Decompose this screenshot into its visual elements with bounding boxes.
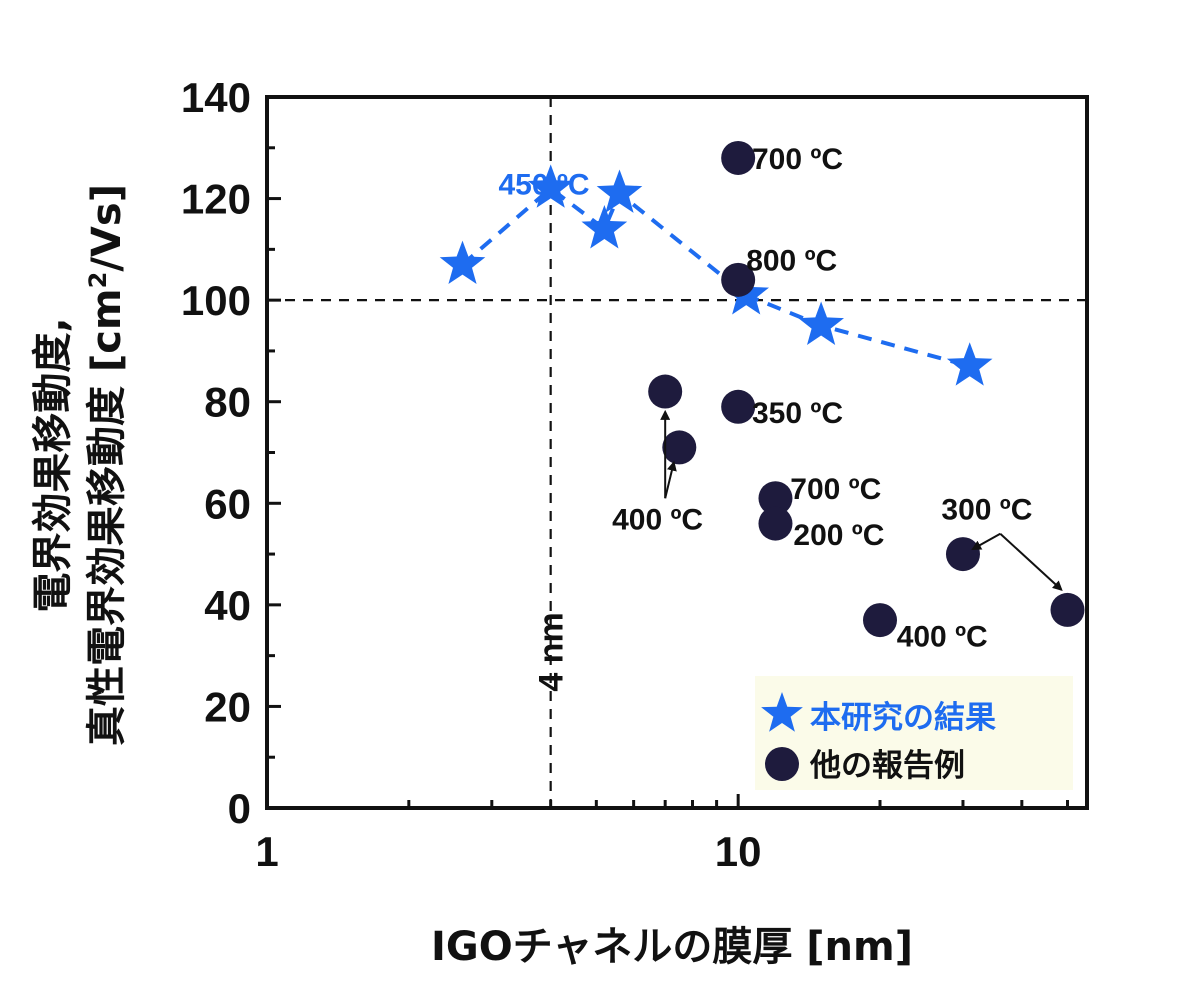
legend-label-this-work: 本研究の結果 [810, 700, 996, 736]
legend-star-shape [761, 692, 803, 732]
circle-marker [648, 374, 683, 409]
annotations: 450 ºC 700 ºC 800 ºC 350 ºC 400 ºC 700 ºC 200 … [499, 143, 1033, 653]
temperature-annotation: 800 ºC [746, 245, 837, 278]
circle-marker [1050, 592, 1085, 627]
series-line-this-work [461, 185, 971, 369]
temperature-annotation: 700 ºC [752, 143, 843, 176]
circle-marker [758, 506, 793, 541]
y-tick-label: 60 [204, 480, 251, 527]
circle-marker [721, 140, 756, 175]
y-axis-title-main: 真性電界効果移動度 [cm [84, 288, 130, 746]
series-other-reports [648, 140, 1085, 638]
legend-circle-icon [765, 747, 799, 781]
temperature-annotation: 400 ºC [897, 620, 988, 653]
legend-label-other-reports: 他の報告例 [809, 748, 965, 784]
temperature-annotation: 350 ºC [752, 397, 843, 430]
star-marker [581, 205, 628, 249]
circle-marker [863, 603, 898, 638]
legend-star-icon [761, 692, 803, 732]
annotation-arrow [999, 533, 1063, 591]
circle-marker [662, 430, 697, 465]
x-axis-title: IGOチャネルの膜厚 [nm] [431, 924, 913, 970]
circle-marker [945, 537, 980, 572]
temperature-annotation: 200 ºC [793, 519, 884, 552]
legend: 本研究の結果 他の報告例 [755, 676, 1073, 790]
temperature-annotation: 400 ºC [612, 504, 703, 537]
temperature-annotation: 300 ºC [941, 493, 1032, 526]
star-marker [946, 342, 993, 386]
circle-marker [758, 481, 793, 516]
star-marker [798, 301, 844, 345]
circle-marker [721, 262, 756, 297]
y-axis-title-line2: 真性電界効果移動度 [cm2/Vs] [84, 184, 130, 746]
x-tick-label: 1 [255, 828, 278, 875]
y-axis-title: 電界効果移動度, 真性電界効果移動度 [cm2/Vs] [30, 184, 130, 746]
y-tick-label: 20 [204, 683, 251, 730]
y-tick-label: 40 [204, 582, 251, 629]
star-marker [439, 240, 486, 284]
y-tick-label: 80 [204, 379, 251, 426]
annotation-arrow [664, 460, 677, 499]
annotation-arrows [660, 409, 1063, 591]
y-tick-label: 0 [228, 785, 251, 832]
y-tick-label: 140 [181, 74, 251, 121]
y-axis-title-tail: /Vs] [84, 184, 130, 272]
y-tick-label: 120 [181, 176, 251, 223]
y-axis-title-sup: 2 [84, 272, 112, 289]
x-tick-label: 10 [715, 828, 762, 875]
y-tick-label: 100 [181, 277, 251, 324]
y-axis-title-line1: 電界効果移動度, [30, 317, 76, 612]
star-marker [527, 164, 574, 208]
temperature-annotation: 450 ºC [499, 168, 590, 201]
reference-lines: 4 nm [267, 97, 1087, 808]
axis-ticks: 0 20 40 60 80 100 120 140 1 10 [181, 74, 1069, 875]
temperature-annotation: 700 ºC [790, 473, 881, 506]
annotation-arrow [971, 532, 1001, 550]
ref-line-label-4nm: 4 nm [533, 612, 571, 691]
legend-box [755, 676, 1073, 790]
circle-marker [721, 389, 756, 424]
star-marker [596, 169, 643, 213]
